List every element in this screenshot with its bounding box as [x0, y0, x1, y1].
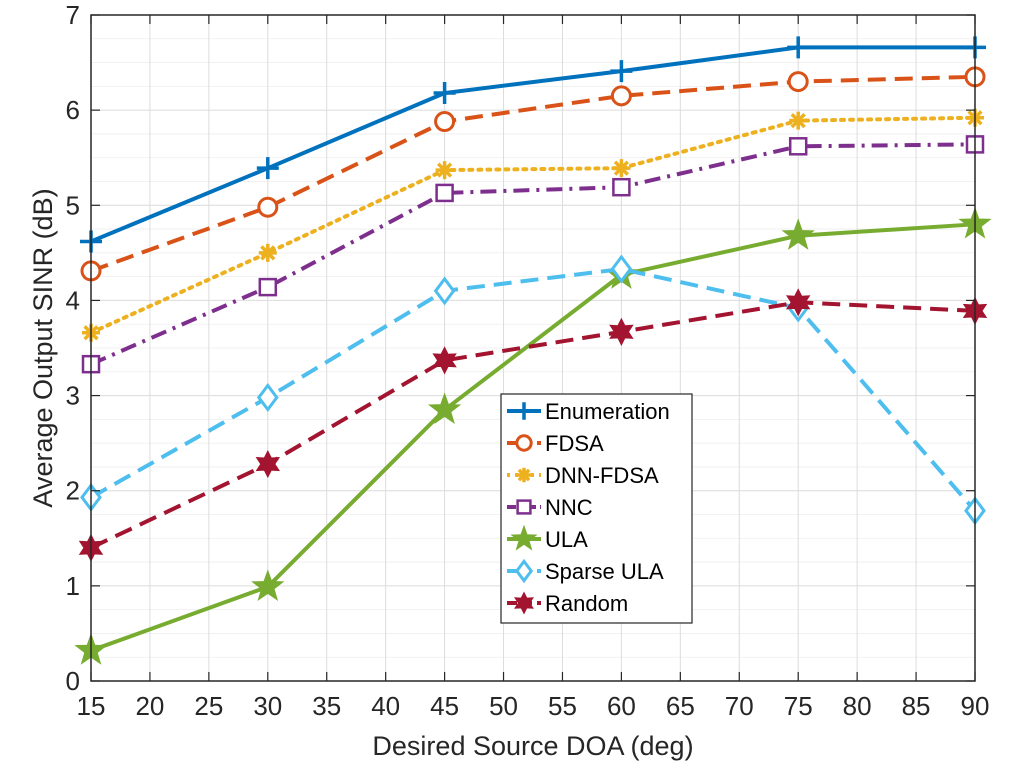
data-point [787, 71, 809, 93]
x-tick-label: 35 [312, 691, 341, 721]
data-point [788, 137, 808, 156]
data-point [516, 499, 532, 515]
series-lines [74, 36, 992, 665]
series-line [90, 300, 976, 550]
legend-entry: Random [507, 591, 628, 616]
legend-label: Enumeration [545, 399, 670, 424]
x-tick-label: 80 [843, 691, 872, 721]
series-dnn-fdsa [82, 108, 984, 342]
x-tick-label: 15 [77, 691, 106, 721]
series-line [90, 45, 975, 244]
data-point [781, 218, 815, 250]
data-point [609, 317, 634, 346]
legend-label: FDSA [545, 431, 604, 456]
y-tick-label: 3 [66, 381, 80, 411]
legend-label: Sparse ULA [545, 559, 664, 584]
axes-box [90, 14, 976, 682]
data-point [435, 183, 454, 203]
x-tick-label: 85 [902, 691, 931, 721]
data-point [514, 558, 534, 584]
data-point [435, 161, 454, 180]
series-line [90, 142, 976, 367]
data-point [256, 382, 279, 412]
series-nnc [81, 135, 985, 374]
x-tick-label: 55 [548, 691, 577, 721]
data-point [258, 277, 278, 297]
legend-label: NNC [545, 495, 593, 520]
legend-label: DNN-FDSA [545, 463, 659, 488]
data-point [610, 85, 632, 107]
legend-label: Random [545, 591, 628, 616]
series-fdsa [80, 66, 986, 282]
y-tick-label: 7 [66, 0, 80, 30]
x-tick-label: 50 [489, 691, 518, 721]
data-point [434, 111, 456, 133]
series-line [90, 74, 976, 273]
y-tick-label: 4 [66, 285, 80, 315]
data-point [257, 196, 279, 218]
legend-entry: FDSA [507, 431, 604, 456]
y-tick-label: 5 [66, 190, 80, 220]
legend-entry: NNC [507, 495, 593, 520]
data-point [255, 449, 281, 479]
y-tick-label: 1 [66, 571, 80, 601]
legend-entry: Enumeration [507, 399, 670, 424]
data-point [510, 524, 538, 551]
x-tick-label: 75 [784, 691, 813, 721]
legend-entry: Sparse ULA [507, 558, 664, 584]
x-tick-label: 90 [961, 691, 990, 721]
legend-entry: ULA [507, 524, 588, 552]
series-line [90, 267, 977, 513]
x-tick-label: 60 [607, 691, 636, 721]
data-point [427, 392, 462, 424]
x-tick-label: 20 [135, 691, 164, 721]
x-tick-label: 70 [725, 691, 754, 721]
data-point [789, 111, 808, 130]
series-line [90, 222, 976, 653]
data-point [514, 591, 534, 615]
data-point [251, 569, 285, 601]
data-point [258, 243, 277, 262]
x-tick-label: 30 [253, 691, 282, 721]
data-point [516, 467, 532, 483]
data-point [612, 177, 631, 197]
data-point [612, 159, 631, 178]
x-tick-label: 40 [371, 691, 400, 721]
y-tick-label: 0 [66, 666, 80, 696]
x-axis-label: Desired Source DOA (deg) [372, 731, 693, 761]
x-tick-label: 65 [666, 691, 695, 721]
data-point [515, 402, 533, 420]
data-point [256, 157, 279, 180]
legend-label: ULA [545, 527, 588, 552]
data-point [610, 254, 633, 284]
series-line [89, 115, 977, 335]
x-tick-label: 45 [430, 691, 459, 721]
legend: Enumeration FDSA DNN-FDSA NNC ULA Sparse ULA R… [500, 393, 693, 624]
data-point [433, 82, 456, 105]
data-point [515, 434, 533, 452]
y-axis-label: Average Output SINR (dB) [28, 188, 58, 507]
data-point [787, 36, 810, 59]
data-point [432, 346, 457, 375]
data-point [785, 288, 811, 317]
y-tick-label: 2 [66, 476, 80, 506]
data-point [610, 60, 633, 83]
data-point [433, 276, 456, 306]
legend-entry: DNN-FDSA [507, 463, 659, 488]
x-tick-label: 25 [194, 691, 223, 721]
y-tick-label: 6 [66, 95, 80, 125]
